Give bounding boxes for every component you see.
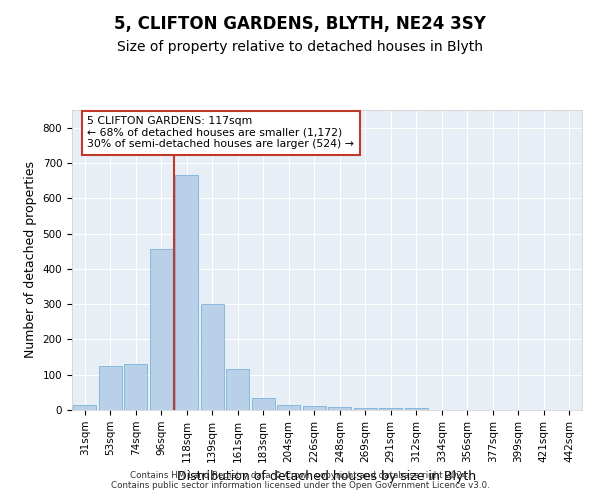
Text: Contains HM Land Registry data © Crown copyright and database right 2024.
Contai: Contains HM Land Registry data © Crown c…: [110, 470, 490, 490]
Bar: [99, 366, 122, 410]
Bar: [150, 250, 173, 410]
Bar: [328, 407, 351, 410]
Bar: [175, 176, 198, 410]
Text: 5 CLIFTON GARDENS: 117sqm
← 68% of detached houses are smaller (1,172)
30% of se: 5 CLIFTON GARDENS: 117sqm ← 68% of detac…: [88, 116, 354, 149]
Bar: [303, 406, 326, 410]
Bar: [252, 398, 275, 410]
Bar: [379, 408, 402, 410]
X-axis label: Distribution of detached houses by size in Blyth: Distribution of detached houses by size …: [178, 470, 476, 483]
Bar: [201, 304, 224, 410]
Text: Size of property relative to detached houses in Blyth: Size of property relative to detached ho…: [117, 40, 483, 54]
Bar: [73, 404, 96, 410]
Bar: [277, 404, 300, 410]
Bar: [226, 370, 249, 410]
Y-axis label: Number of detached properties: Number of detached properties: [24, 162, 37, 358]
Bar: [124, 364, 147, 410]
Text: 5, CLIFTON GARDENS, BLYTH, NE24 3SY: 5, CLIFTON GARDENS, BLYTH, NE24 3SY: [114, 15, 486, 33]
Bar: [354, 408, 377, 410]
Bar: [405, 408, 428, 410]
